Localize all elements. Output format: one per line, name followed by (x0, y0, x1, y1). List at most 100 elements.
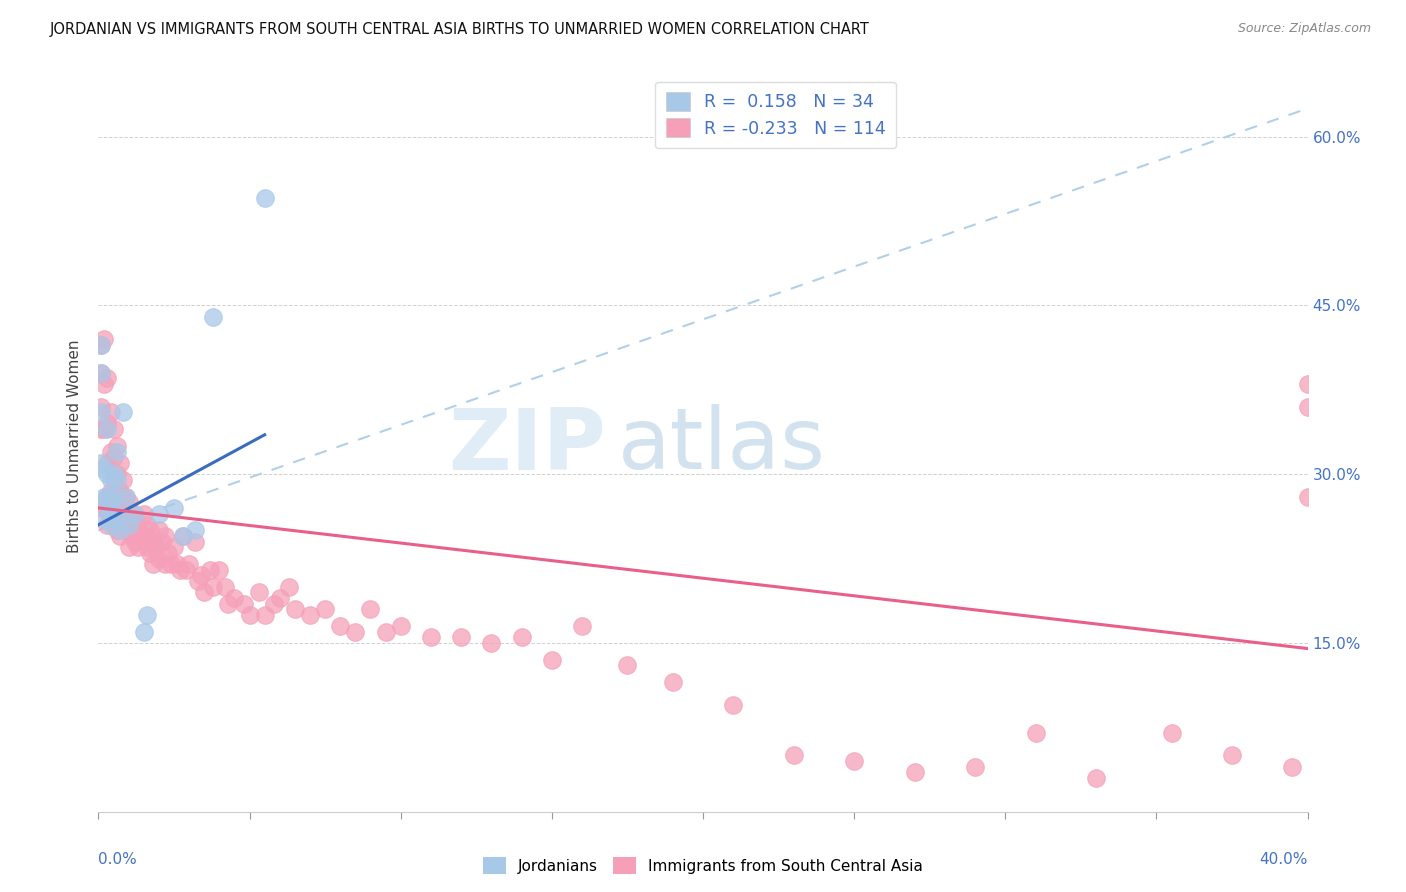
Point (389, 619, 412, 633)
Point (360, 602, 382, 616)
Point (187, 574, 209, 588)
Point (90, 337, 112, 351)
Point (253, 607, 276, 622)
Point (100, 512, 122, 526)
Point (93, 461, 115, 475)
Point (314, 602, 336, 616)
Point (96, 371, 118, 385)
Point (111, 473, 134, 487)
Point (121, 507, 143, 521)
Point (118, 541, 141, 555)
Point (132, 507, 155, 521)
Point (193, 585, 215, 599)
Point (616, 658, 638, 673)
Point (127, 524, 149, 538)
Point (103, 450, 125, 465)
Point (450, 630, 472, 644)
Point (163, 541, 186, 555)
Point (118, 517, 141, 532)
Point (184, 524, 207, 538)
Point (121, 529, 143, 543)
Point (153, 557, 176, 571)
Point (108, 456, 131, 470)
Point (111, 500, 134, 515)
Point (103, 467, 125, 482)
Point (1281, 760, 1303, 774)
Point (202, 310, 225, 324)
Point (224, 591, 246, 605)
Point (111, 405, 134, 419)
Point (172, 529, 194, 543)
Point (96, 422, 118, 436)
Point (111, 524, 134, 538)
Point (114, 490, 136, 504)
Point (184, 534, 207, 549)
Point (148, 551, 170, 566)
Text: JORDANIAN VS IMMIGRANTS FROM SOUTH CENTRAL ASIA BIRTHS TO UNMARRIED WOMEN CORREL: JORDANIAN VS IMMIGRANTS FROM SOUTH CENTR… (49, 22, 869, 37)
Point (93, 422, 115, 436)
Legend: R =  0.158   N = 34, R = -0.233   N = 114: R = 0.158 N = 34, R = -0.233 N = 114 (655, 82, 896, 148)
Point (299, 607, 322, 622)
Point (105, 439, 128, 453)
Point (124, 512, 146, 526)
Point (105, 507, 128, 521)
Point (129, 529, 152, 543)
Point (90, 366, 112, 380)
Point (148, 507, 170, 521)
Point (253, 191, 276, 205)
Point (263, 597, 285, 611)
Point (783, 748, 806, 763)
Point (1296, 400, 1319, 414)
Point (169, 563, 191, 577)
Point (208, 563, 231, 577)
Point (103, 473, 125, 487)
Point (96, 417, 118, 431)
Point (105, 473, 128, 487)
Point (481, 636, 503, 650)
Legend: Jordanians, Immigrants from South Central Asia: Jordanians, Immigrants from South Centra… (477, 851, 929, 880)
Point (214, 580, 236, 594)
Point (1296, 377, 1319, 392)
Point (90, 500, 112, 515)
Point (93, 332, 115, 346)
Point (148, 524, 170, 538)
Point (124, 507, 146, 521)
Point (118, 517, 141, 532)
Point (420, 630, 443, 644)
Point (96, 467, 118, 482)
Point (103, 422, 125, 436)
Point (174, 563, 197, 577)
Point (108, 507, 131, 521)
Point (166, 557, 188, 571)
Point (172, 529, 194, 543)
Point (100, 495, 122, 509)
Point (100, 473, 122, 487)
Point (160, 557, 183, 571)
Point (1296, 490, 1319, 504)
Point (153, 529, 176, 543)
Point (90, 337, 112, 351)
Point (163, 500, 186, 515)
Point (374, 624, 396, 639)
Text: atlas: atlas (619, 404, 827, 488)
Point (344, 624, 367, 639)
Point (139, 524, 162, 538)
Point (239, 607, 262, 622)
Text: Source: ZipAtlas.com: Source: ZipAtlas.com (1237, 22, 1371, 36)
Point (105, 467, 128, 482)
Point (1220, 748, 1243, 763)
Point (96, 495, 118, 509)
Point (1085, 771, 1108, 785)
Point (661, 675, 683, 690)
Point (93, 377, 115, 392)
Point (124, 534, 146, 549)
Point (100, 507, 122, 521)
Point (277, 580, 299, 594)
Point (93, 500, 115, 515)
Point (202, 580, 225, 594)
Point (135, 607, 157, 622)
Point (247, 585, 270, 599)
Point (1024, 726, 1046, 740)
Point (100, 483, 122, 498)
Point (93, 512, 115, 526)
